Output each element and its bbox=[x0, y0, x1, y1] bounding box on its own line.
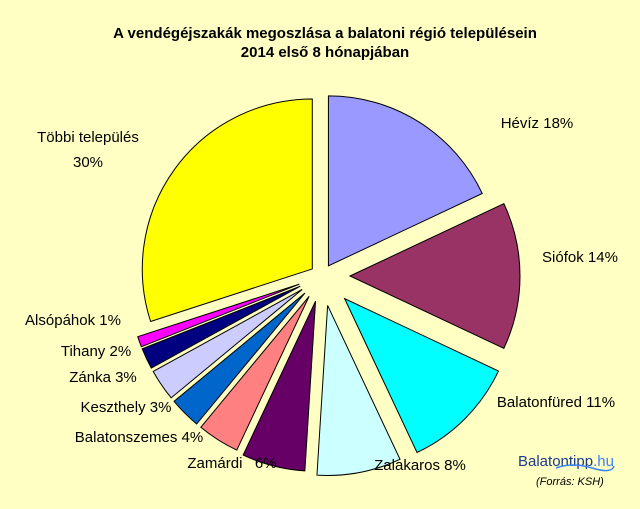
slice-label: Balatonfüred 11% bbox=[497, 394, 615, 411]
pie-slices bbox=[137, 95, 521, 476]
slice-label: Tihany 2% bbox=[61, 343, 131, 360]
pie-slice bbox=[137, 283, 300, 348]
pie-slice bbox=[327, 95, 483, 267]
slice-label: Zamárdi 6% bbox=[187, 455, 276, 472]
slice-label: Balatonszemes 4% bbox=[75, 429, 203, 446]
logo-part1: Balatontipp bbox=[518, 453, 593, 470]
slice-label: Zánka 3% bbox=[69, 369, 137, 386]
pie-slice bbox=[200, 295, 310, 451]
pie-slice bbox=[348, 202, 521, 350]
logo-part2: .hu bbox=[593, 453, 614, 470]
slice-label: Hévíz 18% bbox=[501, 115, 574, 132]
pie-slice bbox=[173, 292, 306, 425]
chart-title-line-2: 2014 első 8 hónapjában bbox=[241, 44, 409, 61]
pie-slice bbox=[141, 98, 313, 323]
pie-slice bbox=[343, 297, 500, 454]
slice-label: Zalakaros 8% bbox=[374, 457, 466, 474]
slice-label: Keszthely 3% bbox=[81, 399, 172, 416]
chart-title-line-1: A vendégéjszakák megoszlása a balatoni r… bbox=[113, 25, 537, 42]
pie-slice bbox=[242, 300, 317, 472]
slice-label: Többi település 30% bbox=[37, 129, 139, 171]
slice-label: Siófok 14% bbox=[542, 249, 618, 266]
pie-slice bbox=[316, 305, 401, 476]
slice-labels: Hévíz 18% Siófok 14% Balatonfüred 11% Zalak… bbox=[25, 115, 618, 474]
logo-wave bbox=[555, 464, 615, 472]
pie-slice bbox=[141, 285, 301, 369]
svg-text:Balatontipp.hu: Balatontipp.hu bbox=[518, 453, 614, 470]
slice-label: Alsópáhok 1% bbox=[25, 312, 121, 329]
logo: Balatontipp.hu bbox=[518, 453, 615, 472]
source-note: (Forrás: KSH) bbox=[536, 476, 604, 488]
pie-slice bbox=[152, 289, 303, 399]
